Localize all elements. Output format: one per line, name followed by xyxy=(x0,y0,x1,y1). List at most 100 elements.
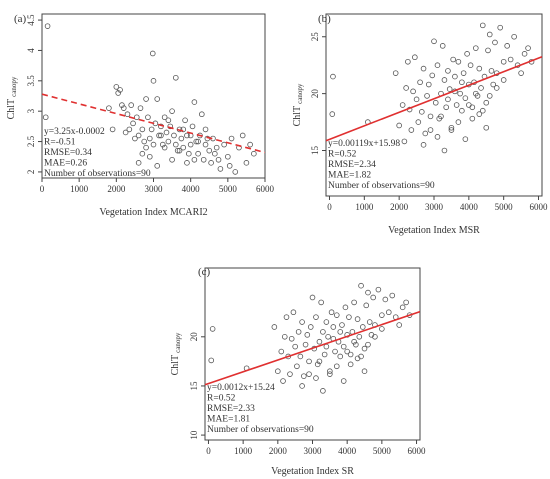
data-point xyxy=(323,319,330,325)
data-point xyxy=(466,102,472,108)
data-point xyxy=(191,99,198,105)
data-point xyxy=(314,361,321,368)
data-point xyxy=(427,127,434,133)
data-point xyxy=(328,309,335,316)
stat-line: RMSE=2.33 xyxy=(207,404,255,414)
data-point xyxy=(313,375,319,381)
data-point xyxy=(176,147,183,154)
data-point xyxy=(445,68,451,74)
data-point xyxy=(396,322,402,328)
data-point xyxy=(476,65,483,72)
data-point xyxy=(186,150,192,157)
data-point xyxy=(459,107,465,114)
data-point xyxy=(330,324,337,330)
data-point xyxy=(316,338,323,345)
data-point xyxy=(133,114,140,121)
data-point xyxy=(405,58,411,65)
data-point xyxy=(401,138,408,145)
data-point xyxy=(278,348,285,355)
data-point xyxy=(178,135,185,142)
stat-line: MAE=1.82 xyxy=(328,171,371,181)
data-point xyxy=(271,324,278,330)
data-point xyxy=(392,70,399,76)
x-tick-label: 5000 xyxy=(219,184,238,194)
data-point xyxy=(128,102,135,108)
data-point xyxy=(309,294,316,301)
data-point xyxy=(159,141,166,148)
fit-line xyxy=(205,310,420,386)
data-point xyxy=(490,81,497,88)
x-tick-label: 2000 xyxy=(390,202,409,212)
data-point xyxy=(327,368,333,375)
data-point xyxy=(42,114,49,121)
data-point xyxy=(473,45,479,51)
chart-panel-2: (b) 0 1000 2000 3000 4000 5000 6000 15 20 25 Vegeta… xyxy=(292,13,548,236)
y-tick-label: 25 xyxy=(310,32,320,42)
data-point xyxy=(109,126,116,133)
data-point xyxy=(169,108,175,114)
data-point xyxy=(431,38,437,45)
data-point xyxy=(521,51,528,57)
data-point xyxy=(221,141,227,148)
data-point xyxy=(399,304,406,311)
data-point xyxy=(375,286,382,293)
data-point xyxy=(337,329,344,335)
data-point xyxy=(161,144,168,151)
stat-line: y=3.25x-0.0002 xyxy=(44,127,105,137)
data-point xyxy=(476,111,483,117)
data-point xyxy=(413,96,420,103)
data-point xyxy=(320,329,326,335)
y-tick-label: 20 xyxy=(189,332,199,342)
data-point xyxy=(135,132,142,139)
data-point xyxy=(448,127,455,133)
x-tick-label: 3000 xyxy=(425,202,444,212)
data-point xyxy=(318,299,324,306)
data-point xyxy=(361,345,368,352)
data-point xyxy=(243,160,250,166)
data-point xyxy=(460,70,467,76)
data-point xyxy=(145,114,151,121)
data-point xyxy=(158,132,164,139)
data-point xyxy=(154,163,161,169)
y-axis-label: ChlTcanopy xyxy=(170,332,182,375)
data-point xyxy=(195,150,201,157)
data-point xyxy=(507,56,514,63)
data-point xyxy=(464,51,470,57)
data-point xyxy=(137,105,144,111)
data-point xyxy=(193,138,200,145)
data-point xyxy=(453,102,460,108)
data-point xyxy=(239,132,246,139)
stat-line: RMSE=0.34 xyxy=(44,148,92,158)
data-point xyxy=(304,332,311,338)
data-point xyxy=(232,169,239,175)
data-point xyxy=(479,107,486,114)
data-point xyxy=(450,56,456,63)
data-point xyxy=(321,351,328,358)
data-point xyxy=(189,123,196,130)
data-point xyxy=(122,129,129,136)
y-tick-label: 3 xyxy=(26,108,36,113)
data-point xyxy=(347,351,354,358)
data-point xyxy=(161,114,168,121)
data-point xyxy=(462,95,469,101)
data-point xyxy=(410,88,416,95)
data-point xyxy=(485,47,491,54)
data-point xyxy=(432,99,439,106)
data-point xyxy=(307,324,314,330)
x-tick-label: 6000 xyxy=(408,446,427,456)
data-point xyxy=(493,85,500,91)
data-point xyxy=(154,96,161,102)
data-point xyxy=(452,73,458,80)
data-point xyxy=(143,96,149,102)
data-point xyxy=(353,341,359,348)
x-tick-label: 0 xyxy=(40,184,45,194)
data-point xyxy=(200,156,207,163)
data-point xyxy=(115,90,121,96)
data-point xyxy=(347,361,354,368)
data-point xyxy=(359,324,366,330)
data-point xyxy=(417,79,423,86)
stat-line: R=0.52 xyxy=(328,150,357,160)
data-point xyxy=(372,333,378,340)
data-point xyxy=(500,58,507,65)
data-point xyxy=(420,142,427,148)
